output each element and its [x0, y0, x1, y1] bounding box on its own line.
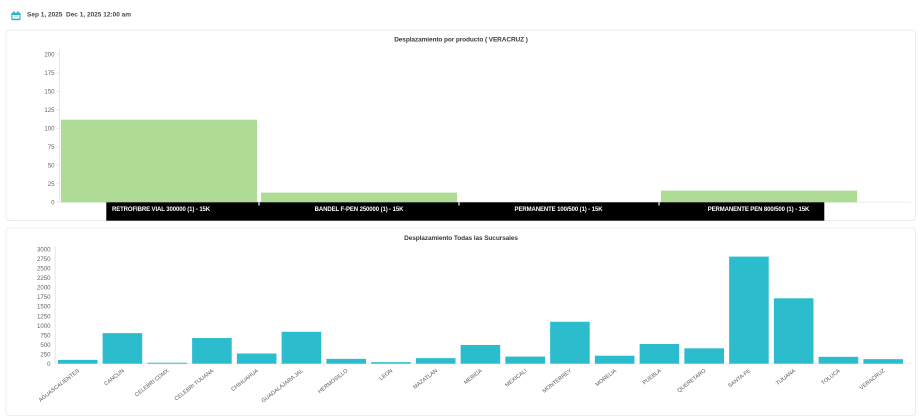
svg-text:750: 750 [40, 332, 51, 339]
svg-text:PERMANENTE PEN 800/500 (1) - 1: PERMANENTE PEN 800/500 (1) - 15K [708, 207, 810, 213]
svg-text:2500: 2500 [37, 266, 51, 273]
svg-text:250: 250 [40, 352, 51, 359]
svg-text:Dec 1, 2025 12:00 am: Dec 1, 2025 12:00 am [66, 12, 131, 19]
svg-text:1250: 1250 [37, 313, 51, 320]
svg-text:100: 100 [44, 126, 55, 133]
svg-text:BANDEL F-PEN 250000 (1) - 15K: BANDEL F-PEN 250000 (1) - 15K [315, 207, 404, 213]
svg-text:200: 200 [44, 52, 55, 59]
svg-text:0: 0 [47, 361, 51, 368]
svg-text:Desplazamiento por producto (: Desplazamiento por producto ( VERACRUZ ) [394, 37, 528, 44]
svg-text:0: 0 [51, 200, 55, 207]
svg-text:RETROFIBRE VIAL 300000 (1) - 1: RETROFIBRE VIAL 300000 (1) - 15K [112, 207, 211, 213]
svg-text:125: 125 [44, 107, 55, 114]
svg-text:2750: 2750 [37, 256, 51, 263]
svg-text:1500: 1500 [37, 304, 51, 311]
svg-text:500: 500 [40, 342, 51, 349]
svg-text:Desplazamiento Todas las Sucur: Desplazamiento Todas las Sucursales [404, 235, 518, 242]
svg-text:2000: 2000 [37, 285, 51, 292]
svg-text:1000: 1000 [37, 323, 51, 330]
svg-text:2250: 2250 [37, 275, 51, 282]
svg-text:175: 175 [44, 70, 55, 77]
svg-text:150: 150 [44, 89, 55, 96]
svg-text:Sep 1, 2025: Sep 1, 2025 [27, 12, 63, 19]
svg-text:3000: 3000 [37, 246, 51, 253]
svg-text:PERMANENTE 100/500 (1) - 15K: PERMANENTE 100/500 (1) - 15K [515, 207, 604, 213]
svg-text:75: 75 [48, 144, 55, 151]
svg-text:25: 25 [48, 181, 55, 188]
svg-text:1750: 1750 [37, 294, 51, 301]
svg-text:50: 50 [48, 163, 55, 170]
